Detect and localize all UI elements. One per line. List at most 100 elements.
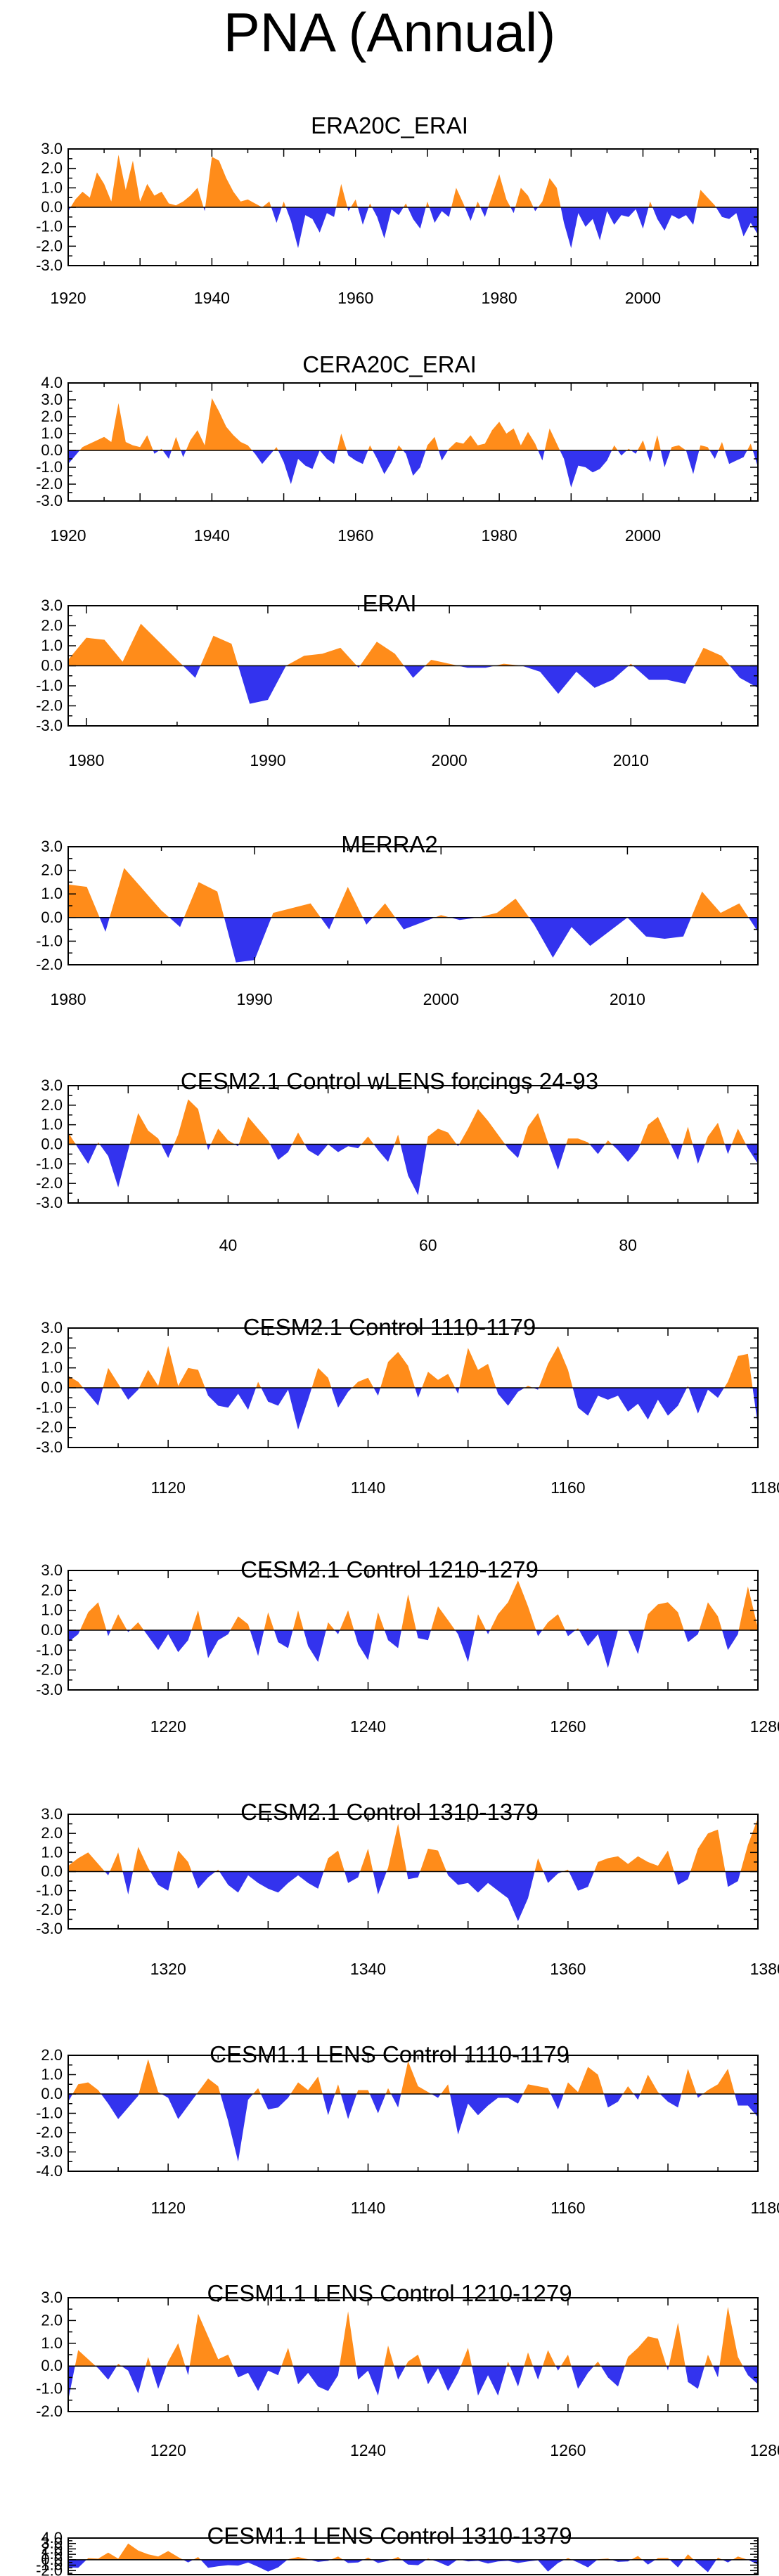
positive-area — [68, 1099, 758, 1145]
x-tick-label: 1260 — [550, 2441, 586, 2459]
y-tick-label: -1.0 — [36, 932, 63, 949]
negative-area — [68, 1388, 758, 1430]
x-tick-label: 60 — [419, 1236, 437, 1254]
y-tick-label: 1.0 — [41, 178, 63, 196]
panel-title: CESM2.1 Control 1110-1179 — [243, 1314, 536, 1340]
panel-title: CESM2.1 Control wLENS forcings 24-93 — [181, 1068, 598, 1094]
x-tick-label: 2000 — [423, 990, 459, 1008]
y-tick-label: 0.0 — [41, 1136, 63, 1153]
plot-frame — [67, 846, 759, 965]
y-tick-label: -4.0 — [36, 2162, 63, 2180]
negative-area — [68, 1144, 758, 1195]
panel-title: ERA20C_ERAI — [311, 112, 468, 138]
x-tick-label: 1120 — [150, 2199, 185, 2217]
y-tick-label: 3.0 — [41, 1319, 63, 1336]
y-tick-label: 2.0 — [41, 2046, 63, 2064]
y-tick-label: -1.0 — [36, 218, 63, 235]
y-tick-label: 2.0 — [41, 861, 63, 879]
plot-frame — [67, 2537, 759, 2575]
x-tick-label: 2000 — [625, 289, 661, 307]
chart-panel: CERA20C_ERAI 4.03.02.01.00.0-1.0-2.0-3.0 1… — [36, 351, 759, 545]
y-tick-label: -3.0 — [36, 2143, 63, 2161]
x-tick-label: 1180 — [750, 2199, 779, 2217]
x-tick-label: 1980 — [50, 990, 86, 1008]
negative-area — [68, 2559, 758, 2572]
x-tick-label: 1260 — [550, 1717, 586, 1736]
y-tick-label: 0.0 — [41, 2357, 63, 2374]
y-tick-label: 1.0 — [41, 1359, 63, 1377]
panel-title: CESM2.1 Control 1210-1279 — [240, 1556, 539, 1582]
y-tick-label: 3.0 — [41, 2289, 63, 2306]
positive-area — [68, 2307, 758, 2367]
chart-panel: CESM2.1 Control 1210-1279 3.0 2.0 1.0 0.0 -1.… — [36, 1556, 779, 1736]
y-tick-label: 2.0 — [41, 1339, 63, 1356]
y-tick-label: -1.0 — [36, 2556, 63, 2574]
y-tick-label: 3.0 — [41, 838, 63, 855]
chart-panel: MERRA2 3.0 2.0 1.0 0.0 -1.0 -2.0 1980 1990 2000 20… — [36, 831, 759, 1008]
x-tick-label: 80 — [619, 1236, 637, 1254]
x-tick-label: 1160 — [551, 1478, 585, 1497]
negative-area — [68, 2366, 758, 2400]
x-tick-label: 1220 — [150, 2441, 186, 2459]
x-tick-label: 1920 — [50, 289, 86, 307]
x-tick-label: 1120 — [150, 1478, 185, 1497]
negative-area — [68, 450, 758, 488]
positive-area — [68, 868, 758, 918]
y-tick-label: 0.0 — [41, 1379, 63, 1396]
chart-panel: ERA20C_ERAI 3.0 2.01.0 0.0 -1.0 -2.0 -3.0 1920 1… — [36, 112, 759, 307]
y-tick-label: -1.0 — [36, 677, 63, 694]
panel-title: CESM1.1 LENS Control 1110-1179 — [210, 2041, 569, 2067]
y-tick-label: -2.0 — [36, 1419, 63, 1436]
y-tick-label: 2.0 — [41, 2311, 63, 2329]
y-tick-label: -2.0 — [36, 697, 63, 715]
x-tick-label: 1140 — [351, 1478, 385, 1497]
y-tick-label: 0.0 — [41, 909, 63, 926]
y-tick-label: -1.0 — [36, 2105, 63, 2122]
y-tick-label: -1.0 — [36, 1882, 63, 1899]
panel-title: ERAI — [362, 590, 416, 616]
plot-frame — [67, 2055, 759, 2172]
y-tick-label: -1.0 — [36, 2380, 63, 2398]
y-tick-label: 0.0 — [41, 198, 63, 216]
x-tick-label: 1280 — [750, 1717, 779, 1736]
x-tick-label: 40 — [219, 1236, 238, 1254]
y-tick-label: 2.0 — [41, 2539, 63, 2557]
y-tick-label: 0.0 — [41, 441, 63, 459]
y-tick-label: 0.0 — [41, 1621, 63, 1639]
x-tick-label: 1960 — [337, 289, 373, 307]
x-tick-label: 1990 — [250, 751, 285, 769]
panel-title: MERRA2 — [341, 831, 438, 857]
chart-panel: CESM2.1 Control wLENS forcings 24-93 3.0 2… — [36, 1068, 759, 1254]
negative-area — [68, 665, 758, 704]
y-tick-label: 3.0 — [41, 597, 63, 614]
y-tick-label: -2.0 — [36, 1901, 63, 1918]
y-tick-label: 4.0 — [41, 374, 63, 391]
x-tick-label: 1160 — [551, 2199, 585, 2217]
x-tick-label: 1980 — [68, 751, 104, 769]
y-tick-label: 1.0 — [41, 2066, 63, 2083]
chart-panel: CESM2.1 Control 1310-1379 3.02.01.0 0.0 -1.… — [36, 1799, 779, 1978]
chart-panel: CESM1.1 LENS Control 1210-1279 3.0 2.0 1.0 0… — [36, 2280, 779, 2459]
chart-panel: ERAI 3.0 2.0 1.0 0.0 -1.0 -2.0 -3.0 1980 1990 2000… — [36, 590, 759, 769]
y-tick-label: -3.0 — [36, 256, 63, 274]
x-tick-label: 1940 — [194, 289, 230, 307]
y-tick-label: 0.0 — [41, 2085, 63, 2102]
y-tick-label: 1.0 — [41, 885, 63, 902]
x-tick-label: 1960 — [337, 526, 373, 545]
negative-area — [68, 207, 758, 249]
x-tick-label: 1240 — [350, 1717, 386, 1736]
x-tick-label: 1980 — [482, 526, 517, 545]
y-tick-label: 3.0 — [41, 1076, 63, 1094]
x-tick-label: 1240 — [350, 2441, 386, 2459]
x-tick-label: 1220 — [150, 1717, 186, 1736]
y-tick-label: 2.0 — [41, 160, 63, 177]
negative-area — [68, 917, 758, 963]
positive-area — [68, 398, 758, 450]
y-tick-label: -2.0 — [36, 237, 63, 254]
y-tick-label: 1.0 — [41, 637, 63, 654]
y-tick-label: 0.0 — [41, 2551, 63, 2568]
y-tick-label: 3.0 — [41, 1805, 63, 1823]
y-tick-label: 1.0 — [41, 1601, 63, 1619]
y-tick-label: -2.0 — [36, 475, 63, 493]
